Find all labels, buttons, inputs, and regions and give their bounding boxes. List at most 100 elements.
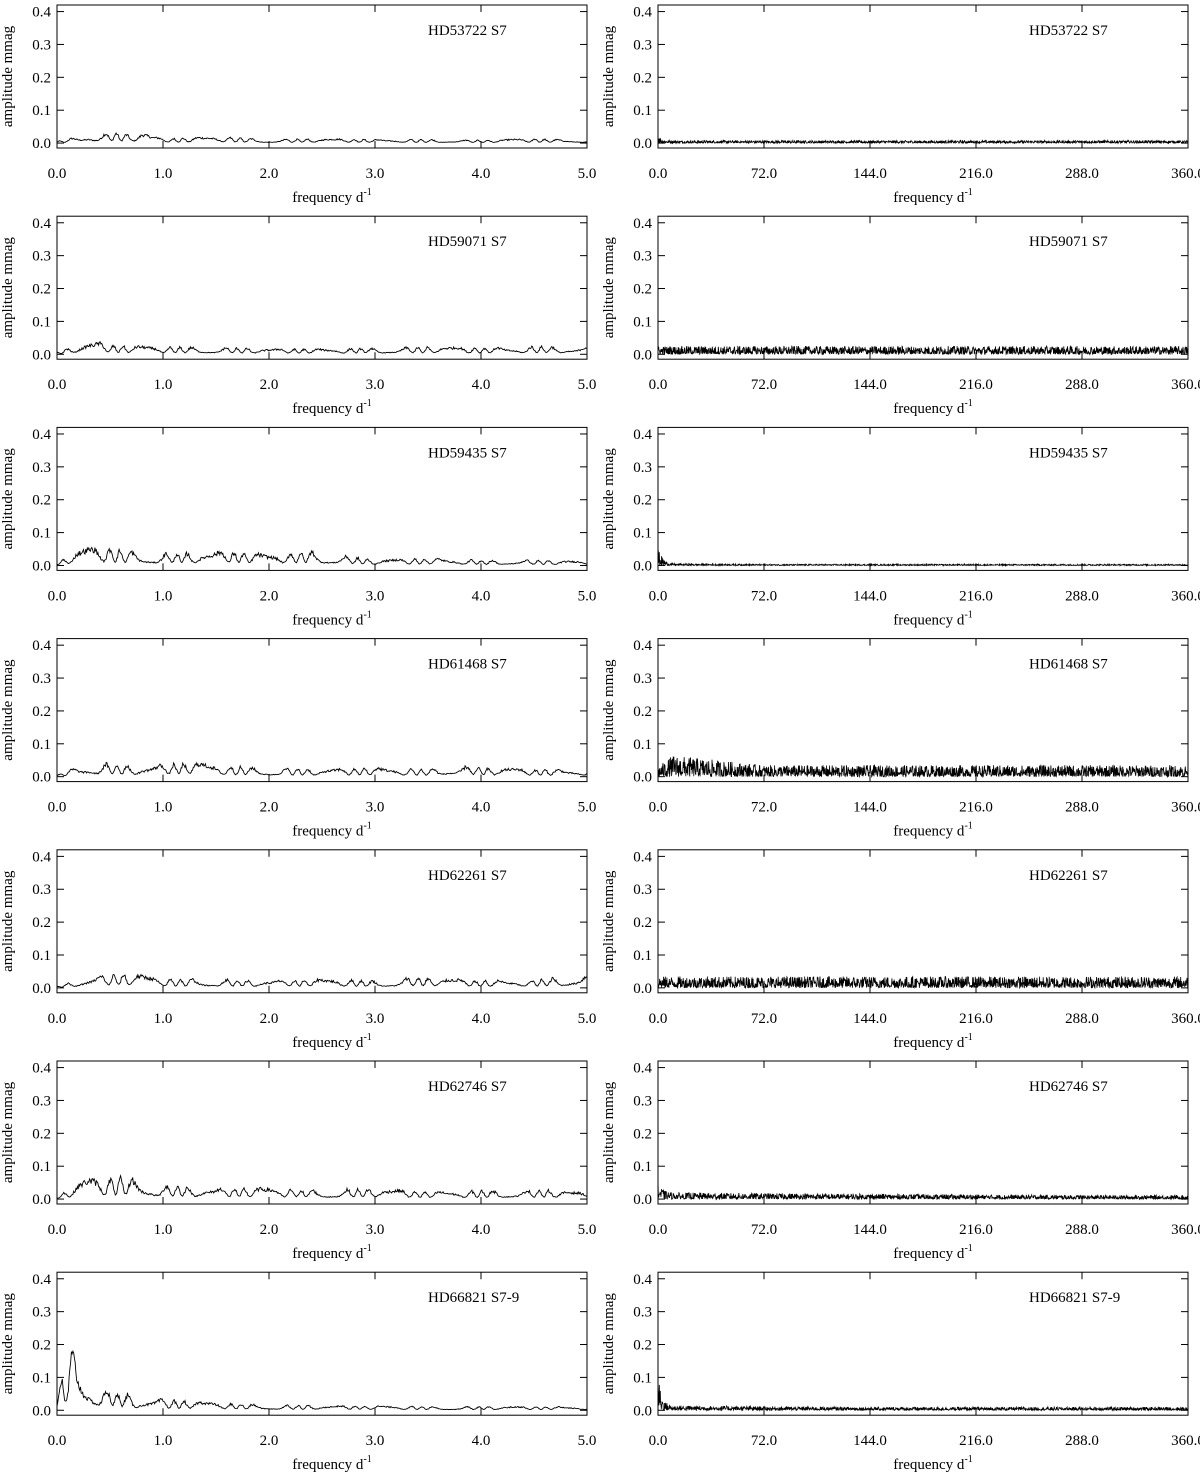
x-tick-label: 0.0 <box>48 166 67 182</box>
x-tick-label: 2.0 <box>260 800 279 816</box>
y-tick-label: 0.0 <box>633 981 652 997</box>
x-axis-label: frequency d-1 <box>292 398 372 417</box>
x-axis-label-sup: -1 <box>363 609 371 620</box>
x-tick-label: 3.0 <box>366 1011 385 1027</box>
y-tick-label: 0.3 <box>32 37 51 53</box>
x-tick-label: 288.0 <box>1065 588 1099 604</box>
x-tick-label: 4.0 <box>472 588 491 604</box>
y-tick-label: 0.4 <box>633 1272 652 1288</box>
y-tick-label: 0.4 <box>32 638 51 654</box>
x-axis-label: frequency d-1 <box>893 1032 973 1051</box>
star-label: HD53722 S7 <box>428 23 507 39</box>
y-tick-label: 0.0 <box>633 558 652 574</box>
x-tick-label: 144.0 <box>853 1433 887 1449</box>
x-axis-label: frequency d-1 <box>292 821 372 840</box>
x-tick-label: 5.0 <box>578 800 597 816</box>
x-axis-label-main: frequency d <box>893 824 965 840</box>
x-tick-label: 144.0 <box>853 166 887 182</box>
y-tick-label: 0.3 <box>32 1093 51 1109</box>
star-label: HD61468 S7 <box>428 657 507 673</box>
x-tick-label: 3.0 <box>366 377 385 393</box>
star-label: HD62746 S7 <box>428 1079 507 1095</box>
x-tick-label: 0.0 <box>649 1433 668 1449</box>
y-tick-label: 0.4 <box>32 216 51 232</box>
x-tick-label: 3.0 <box>366 800 385 816</box>
star-label: HD62261 S7 <box>1029 868 1108 884</box>
panel-full-1: 0.0 0.1 0.2 0.3 0.4 0.0 72.0 144.0 216.0 288.0 360… <box>601 215 1200 417</box>
x-axis-label: frequency d-1 <box>893 609 973 628</box>
y-axis-label: amplitude mmag <box>601 1081 617 1183</box>
x-tick-label: 72.0 <box>751 800 777 816</box>
panel-low-1: 0.0 0.1 0.2 0.3 0.4 0.0 1.0 2.0 3.0 4.0 5.0 amplitu… <box>0 215 596 417</box>
plot-frame <box>657 215 1189 360</box>
y-tick-label: 0.3 <box>32 882 51 898</box>
x-axis-label-main: frequency d <box>292 1246 364 1262</box>
x-axis-label: frequency d-1 <box>893 821 973 840</box>
y-tick-label: 0.3 <box>633 460 652 476</box>
series-line <box>658 1380 1188 1412</box>
y-tick-label: 0.4 <box>32 5 51 21</box>
x-tick-label: 2.0 <box>260 588 279 604</box>
plot-frame <box>56 849 588 994</box>
x-axis-label-main: frequency d <box>292 401 364 417</box>
y-tick-label: 0.2 <box>633 493 652 509</box>
x-axis-label-sup: -1 <box>964 1454 972 1465</box>
y-axis-label: amplitude mmag <box>0 237 16 339</box>
x-tick-label: 1.0 <box>154 1433 173 1449</box>
x-tick-label: 288.0 <box>1065 377 1099 393</box>
y-tick-label: 0.1 <box>633 737 652 753</box>
x-tick-label: 288.0 <box>1065 1433 1099 1449</box>
x-tick-label: 360.0 <box>1171 377 1200 393</box>
x-tick-label: 72.0 <box>751 1222 777 1238</box>
y-tick-label: 0.3 <box>32 671 51 687</box>
series-line <box>57 546 587 566</box>
x-tick-label: 3.0 <box>366 1433 385 1449</box>
x-axis-label: frequency d-1 <box>292 1454 372 1473</box>
x-tick-label: 1.0 <box>154 1222 173 1238</box>
x-tick-label: 216.0 <box>959 800 993 816</box>
y-tick-label: 0.3 <box>32 1305 51 1321</box>
x-tick-label: 0.0 <box>649 166 668 182</box>
panel-full-2: 0.0 0.1 0.2 0.3 0.4 0.0 72.0 144.0 216.0 288.0 360… <box>601 426 1200 628</box>
y-tick-label: 0.4 <box>633 5 652 21</box>
x-tick-label: 0.0 <box>649 588 668 604</box>
y-tick-label: 0.4 <box>32 849 51 865</box>
y-tick-label: 0.2 <box>32 70 51 86</box>
plot-frame <box>657 4 1189 149</box>
y-tick-label: 0.2 <box>32 493 51 509</box>
x-axis-label: frequency d-1 <box>893 1243 973 1262</box>
series-line <box>57 341 587 354</box>
y-tick-label: 0.1 <box>633 314 652 330</box>
x-tick-label: 216.0 <box>959 166 993 182</box>
x-tick-label: 72.0 <box>751 166 777 182</box>
y-axis-label: amplitude mmag <box>601 659 617 761</box>
x-tick-label: 216.0 <box>959 1433 993 1449</box>
x-tick-label: 5.0 <box>578 166 597 182</box>
y-tick-label: 0.3 <box>633 671 652 687</box>
series-line <box>658 1179 1188 1201</box>
x-axis-label-main: frequency d <box>292 612 364 628</box>
x-tick-label: 0.0 <box>48 377 67 393</box>
plot-frame <box>657 849 1189 994</box>
y-tick-label: 0.4 <box>633 638 652 654</box>
x-tick-label: 72.0 <box>751 1011 777 1027</box>
x-axis-label-main: frequency d <box>893 190 965 206</box>
y-tick-label: 0.1 <box>633 103 652 119</box>
y-tick-label: 0.3 <box>633 1093 652 1109</box>
y-tick-label: 0.3 <box>633 37 652 53</box>
x-tick-label: 360.0 <box>1171 1433 1200 1449</box>
y-tick-label: 0.0 <box>633 1403 652 1419</box>
x-tick-label: 4.0 <box>472 166 491 182</box>
star-label: HD59071 S7 <box>1029 234 1108 250</box>
x-axis-label-sup: -1 <box>964 821 972 832</box>
y-tick-label: 0.1 <box>633 1370 652 1386</box>
x-tick-label: 1.0 <box>154 166 173 182</box>
y-axis-label: amplitude mmag <box>0 448 16 550</box>
y-tick-label: 0.2 <box>32 1126 51 1142</box>
y-tick-label: 0.0 <box>633 770 652 786</box>
x-tick-label: 360.0 <box>1171 800 1200 816</box>
x-axis-label-sup: -1 <box>363 1243 371 1254</box>
x-tick-label: 0.0 <box>649 1222 668 1238</box>
star-label: HD59435 S7 <box>1029 445 1108 461</box>
